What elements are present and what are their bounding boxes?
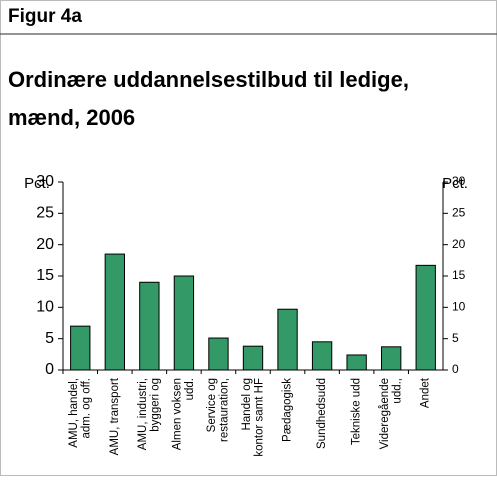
x-tick-label: Tekniske udd	[351, 378, 363, 445]
y2-axis-label: Pct.	[442, 175, 468, 192]
x-tick-label-line: Handel og	[241, 378, 253, 430]
x-tick-label: Pædagogisk	[282, 378, 294, 442]
bar	[139, 281, 160, 371]
chart-title: mænd, 2006	[8, 105, 135, 130]
x-tick-label-line: Andet	[420, 377, 432, 408]
x-tick-label: Almen voksenudd.	[172, 378, 197, 450]
x-tick-label-line: Pædagogisk	[282, 378, 294, 442]
x-tick-label-line: AMU, handel,	[68, 378, 80, 448]
y-tick-label: 15	[36, 267, 54, 284]
figure-label: Figur 4a	[8, 6, 82, 27]
x-tick-label: Andet	[420, 377, 432, 408]
x-tick-label-line: Almen voksen	[172, 378, 184, 450]
x-tick-label-line: Videregående	[379, 378, 391, 449]
x-tick-label-line: AMU, industri,	[137, 378, 149, 450]
y-tick-label: 30	[36, 173, 54, 190]
x-tick-label-line: udd.	[184, 378, 196, 400]
x-tick-label-line: Tekniske udd	[351, 378, 363, 445]
bar	[104, 253, 125, 371]
x-tick-label-line: Service og	[206, 378, 218, 432]
y-tick-label: 20	[36, 236, 54, 253]
x-tick-label: AMU, industri,byggeri og	[137, 378, 162, 450]
y2-tick-label: 0	[452, 362, 459, 376]
bar	[311, 341, 333, 371]
bar	[381, 346, 402, 371]
y2-tick-label: 20	[452, 237, 466, 251]
x-tick-label: Videregåendeudd.,	[379, 378, 404, 449]
y2-tick-label: 15	[452, 268, 466, 282]
x-tick-label: AMU, transport	[109, 377, 121, 455]
bar	[173, 275, 195, 371]
bar	[346, 354, 367, 371]
y2-tick-label: 10	[452, 300, 466, 314]
y-axis-label: Pct.	[24, 175, 50, 192]
x-tick-label-line: byggeri og	[150, 378, 162, 432]
x-tick-label: AMU, handel,adm. og off.	[68, 378, 93, 448]
y-tick-label: 10	[36, 299, 54, 316]
x-tick-label: Sundhedsudd	[316, 378, 328, 449]
x-tick-label: Service ogrestauration,	[206, 378, 231, 442]
bar	[415, 264, 436, 371]
y-tick-label: 0	[45, 361, 54, 378]
y2-tick-label: 25	[452, 206, 466, 220]
x-tick-label-line: kontor samt HF	[253, 378, 265, 457]
bar	[242, 345, 264, 371]
bar	[208, 337, 229, 371]
x-tick-label-line: restauration,	[219, 378, 231, 442]
y-tick-label: 5	[45, 330, 54, 347]
x-tick-label-line: Sundhedsudd	[316, 378, 328, 449]
x-tick-label: Handel ogkontor samt HF	[241, 378, 266, 457]
x-tick-label-line: udd.,	[391, 378, 403, 404]
x-tick-label-line: adm. og off.	[81, 378, 93, 439]
bar	[70, 325, 91, 371]
y2-tick-label: 30	[452, 174, 466, 188]
bar	[277, 308, 298, 371]
x-tick-label-line: AMU, transport	[109, 377, 121, 455]
chart-title: Ordinære uddannelsestilbud til ledige,	[8, 67, 409, 92]
y-tick-label: 25	[36, 205, 54, 222]
y2-tick-label: 5	[452, 331, 459, 345]
